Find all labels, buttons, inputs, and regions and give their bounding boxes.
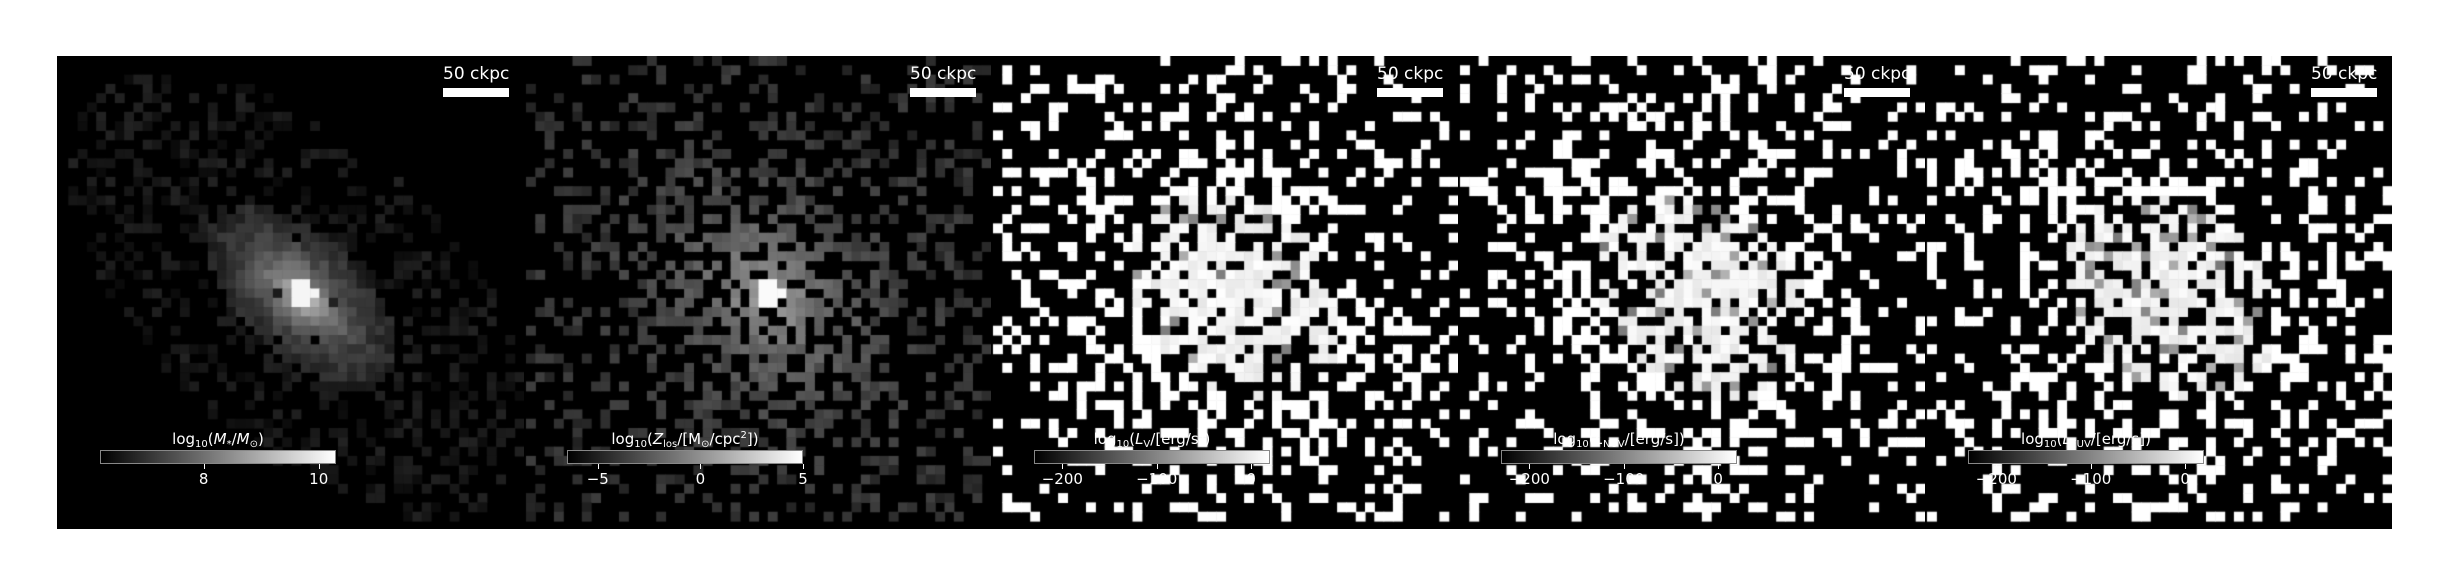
panel-fuv-luminosity: 50 ckpc log10(LFUV/[erg/s]) −200 −100 0 — [1925, 56, 2392, 529]
colorbar-tick-label: 0 — [1713, 470, 1723, 488]
colorbar-tick — [1062, 464, 1064, 469]
colorbar-tick-label: 10 — [309, 470, 329, 488]
scale-bar: 50 ckpc — [910, 64, 976, 97]
colorbar-gradient — [1034, 450, 1270, 464]
scale-bar: 50 ckpc — [2311, 64, 2377, 97]
colorbar-ticks: −200 −100 0 — [1501, 464, 1737, 488]
colorbar-tick-label: −100 — [1603, 470, 1645, 488]
scale-bar-label: 50 ckpc — [910, 64, 977, 84]
colorbar-gradient — [100, 450, 336, 464]
scale-bar-label: 50 ckpc — [1377, 64, 1444, 84]
colorbar: log10(M*/M⊙) 8 10 — [100, 430, 336, 488]
colorbar-tick-label: −200 — [1975, 470, 2017, 488]
colorbar-tick — [203, 464, 205, 469]
colorbar-tick — [1996, 464, 1998, 469]
scale-bar-line — [443, 88, 509, 97]
colorbar-gradient — [567, 450, 803, 464]
scale-bar: 50 ckpc — [1377, 64, 1443, 97]
colorbar: log10(LFUV/[erg/s]) −200 −100 0 — [1968, 430, 2204, 488]
panel-stellar-mass: 50 ckpc log10(M*/M⊙) 8 10 — [57, 56, 524, 529]
colorbar-tick-label: 0 — [1246, 470, 1256, 488]
colorbar-gradient — [1501, 450, 1737, 464]
scale-bar-line — [2311, 88, 2377, 97]
colorbar-title: log10(LFUV/[erg/s]) — [2021, 430, 2151, 450]
colorbar-tick — [2185, 464, 2187, 469]
panel-v-luminosity: 50 ckpc log10(LV/[erg/s]) −200 −100 0 — [991, 56, 1458, 529]
colorbar: log10(Zlos/[M⊙/cpc2]) −5 0 5 — [567, 430, 808, 488]
colorbar-tick-label: 0 — [695, 470, 706, 488]
scale-bar: 50 ckpc — [1844, 64, 1910, 97]
colorbar-tick — [597, 464, 599, 469]
colorbar-tick-label: 5 — [798, 470, 808, 488]
scale-bar-line — [1377, 88, 1443, 97]
colorbar-tick-label: 8 — [198, 470, 209, 488]
scale-bar-line — [1844, 88, 1910, 97]
scale-bar-label: 50 ckpc — [1844, 64, 1911, 84]
colorbar: log10(LV/[erg/s]) −200 −100 0 — [1034, 430, 1270, 488]
colorbar-tick — [1623, 464, 1625, 469]
colorbar-tick — [1529, 464, 1531, 469]
colorbar-tick — [803, 464, 804, 469]
colorbar-title: log10(LNUV/[erg/s]) — [1553, 430, 1685, 450]
scale-bar-line — [910, 88, 976, 97]
colorbar-tick — [2090, 464, 2092, 469]
panel-nuv-luminosity: 50 ckpc log10(LNUV/[erg/s]) −200 −100 0 — [1458, 56, 1925, 529]
scale-bar-label: 50 ckpc — [443, 64, 510, 84]
colorbar-tick-label: −200 — [1041, 470, 1083, 488]
colorbar-tick-label: 0 — [2180, 470, 2190, 488]
colorbar-gradient — [1968, 450, 2204, 464]
colorbar-tick — [1251, 464, 1253, 469]
colorbar-ticks: −5 0 5 — [567, 464, 808, 488]
colorbar-tick-label: −200 — [1508, 470, 1550, 488]
colorbar-tick-label: −100 — [2070, 470, 2112, 488]
colorbar: log10(LNUV/[erg/s]) −200 −100 0 — [1501, 430, 1737, 488]
colorbar-title: log10(M*/M⊙) — [172, 430, 264, 450]
colorbar-tick-label: −100 — [1136, 470, 1178, 488]
panel-metal-column: 50 ckpc log10(Zlos/[M⊙/cpc2]) −5 0 5 — [524, 56, 991, 529]
colorbar-tick — [1156, 464, 1158, 469]
scale-bar: 50 ckpc — [443, 64, 509, 97]
colorbar-title: log10(LV/[erg/s]) — [1093, 430, 1211, 450]
colorbar-tick — [700, 464, 702, 469]
scale-bar-label: 50 ckpc — [2311, 64, 2378, 84]
colorbar-title: log10(Zlos/[M⊙/cpc2]) — [611, 430, 759, 450]
colorbar-tick — [318, 464, 320, 469]
colorbar-ticks: −200 −100 0 — [1034, 464, 1270, 488]
figure-strip: 50 ckpc log10(M*/M⊙) 8 10 50 ckpc log10(Z… — [57, 56, 2392, 529]
colorbar-ticks: 8 10 — [100, 464, 336, 488]
colorbar-tick-label: −5 — [586, 470, 609, 488]
colorbar-ticks: −200 −100 0 — [1968, 464, 2204, 488]
colorbar-tick — [1718, 464, 1720, 469]
